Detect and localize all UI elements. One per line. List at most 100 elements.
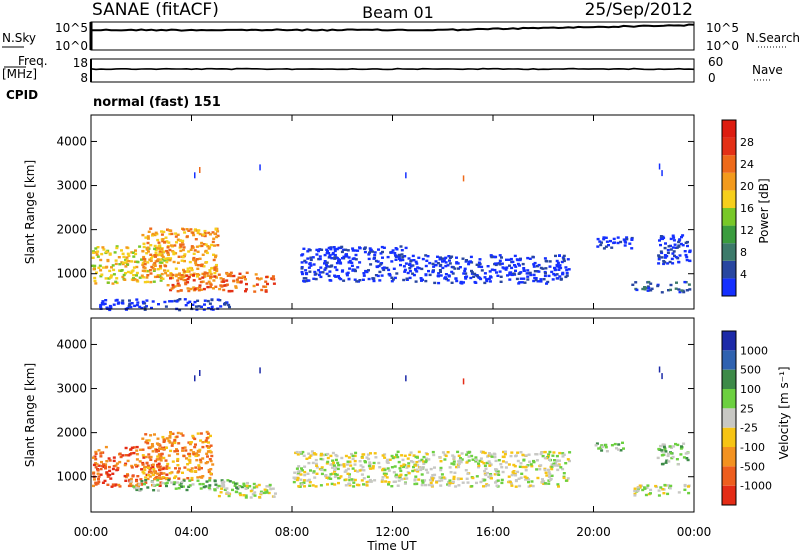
echo-cell — [329, 477, 333, 480]
echo-cell — [527, 453, 531, 456]
echo-cell — [413, 479, 417, 482]
echo-cell — [307, 478, 311, 482]
echo-cell — [142, 456, 146, 459]
echo-cell — [191, 246, 195, 249]
echo-cell — [509, 257, 513, 261]
echo-cell — [673, 254, 676, 258]
echo-cell — [212, 258, 216, 262]
echo-cell — [145, 439, 149, 442]
echo-cell — [596, 245, 600, 248]
echo-cell — [147, 230, 151, 233]
echo-cell — [535, 468, 539, 471]
echo-cell — [108, 473, 112, 477]
echo-cell — [315, 472, 319, 475]
echo-cell — [334, 458, 338, 462]
echo-cell — [673, 243, 677, 246]
echo-cell — [494, 459, 498, 463]
echo-cell — [436, 255, 439, 258]
echo-cell — [151, 480, 155, 484]
echo-cell — [211, 308, 215, 311]
echo-cell — [181, 276, 184, 279]
echo-cell — [196, 287, 200, 290]
echo-cell — [439, 263, 443, 267]
echo-cell — [420, 473, 424, 476]
echo-cell — [368, 463, 372, 466]
echo-cell — [686, 240, 689, 244]
echo-cell — [141, 448, 145, 451]
echo-cell — [249, 489, 253, 493]
echo-cell — [380, 478, 384, 482]
echo-cell — [662, 262, 666, 266]
echo-cell — [432, 453, 436, 457]
echo-cell — [514, 479, 518, 482]
echo-cell — [544, 267, 548, 270]
echo-cell — [509, 454, 513, 458]
echo-cell — [409, 265, 413, 268]
echo-cell — [450, 255, 454, 258]
echo-cell — [225, 487, 229, 490]
echo-cell — [331, 451, 335, 455]
echo-cell — [394, 473, 398, 476]
echo-cell — [146, 442, 150, 445]
echo-cell — [165, 240, 169, 243]
echo-cell — [330, 257, 334, 260]
echo-cell — [656, 456, 660, 460]
echo-cell — [671, 234, 675, 237]
echo-cell — [489, 275, 492, 278]
echo-cell — [483, 469, 487, 473]
echo-cell — [135, 488, 139, 492]
freq-trace — [90, 67, 695, 71]
echo-cell — [219, 277, 223, 280]
echo-cell — [390, 280, 394, 283]
echo-cell — [178, 308, 182, 312]
echo-cell — [192, 451, 196, 454]
echo-cell — [194, 466, 198, 469]
echo-cell — [514, 265, 518, 268]
echo-cell — [204, 243, 208, 246]
echo-cell — [121, 252, 125, 255]
echo-cell — [477, 466, 480, 469]
echo-cell — [659, 444, 662, 448]
echo-cell — [105, 306, 109, 309]
echo-cell — [225, 272, 229, 275]
echo-cell — [189, 248, 193, 251]
echo-cell — [205, 430, 209, 434]
echo-cell — [671, 262, 675, 265]
echo-cell — [333, 483, 337, 486]
echo-cell — [114, 259, 118, 262]
echo-cell — [135, 449, 139, 452]
echo-cell — [199, 288, 203, 291]
echo-cell — [408, 267, 412, 270]
echo-cell — [173, 438, 177, 442]
echo-cell — [500, 481, 504, 485]
echo-cell — [141, 261, 145, 265]
echo-cell — [532, 273, 536, 277]
echo-cell — [375, 265, 379, 268]
echo-cell — [99, 473, 103, 476]
echo-cell — [672, 250, 676, 253]
echo-cell — [525, 272, 529, 275]
echo-cell — [188, 461, 192, 464]
echo-cell — [660, 251, 664, 255]
echo-cell — [241, 275, 245, 278]
echo-cell — [604, 446, 608, 449]
echo-cell — [104, 299, 108, 302]
echo-cell — [325, 248, 329, 251]
echo-cell — [464, 469, 468, 472]
echo-cell — [514, 474, 518, 477]
echo-cell — [147, 466, 150, 469]
echo-cell — [516, 451, 520, 454]
echo-cell — [550, 463, 554, 466]
echo-cell — [341, 257, 344, 260]
echo-cell — [138, 245, 142, 248]
echo-cell — [477, 261, 481, 264]
echo-cell — [118, 263, 122, 266]
echo-cell — [396, 484, 400, 487]
echo-cell — [195, 245, 199, 248]
echo-cell — [378, 270, 382, 274]
velocity-ylabel: Slant Range [km] — [23, 363, 37, 467]
echo-cell — [127, 305, 131, 308]
echo-cell — [300, 270, 304, 274]
echo-cell — [180, 480, 184, 484]
echo-cell — [304, 261, 308, 264]
